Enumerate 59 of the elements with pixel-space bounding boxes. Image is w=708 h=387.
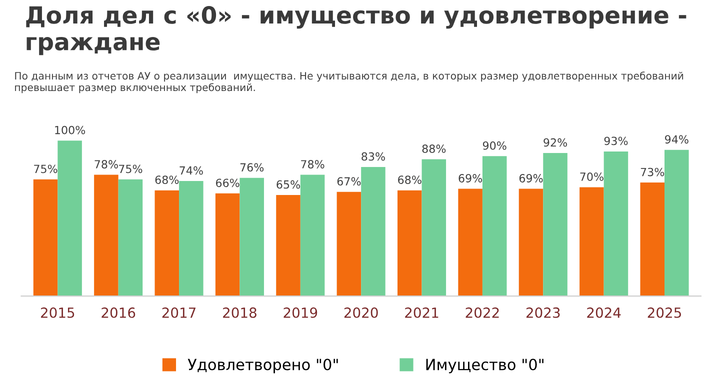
bar [154,190,180,296]
legend-label: Имущество "0" [426,358,544,374]
bar [518,188,544,296]
data-label: 65% [276,180,300,189]
data-label: 74% [180,166,203,175]
bar [33,179,58,296]
data-label: 94% [664,135,688,144]
data-label: 73% [640,168,664,176]
data-label: 69% [458,174,482,182]
bar [604,151,628,296]
data-label: 88% [422,144,446,153]
x-tick-label: 2025 [648,307,681,318]
legend-label: Удовлетворено "0" [188,358,338,374]
bar [276,194,300,296]
data-label: 76% [240,163,264,172]
data-label: 75% [119,164,142,174]
x-tick-label: 2017 [162,307,196,318]
bar [422,159,446,296]
data-label: 69% [519,174,543,182]
bar [543,153,568,296]
x-tick-label: 2016 [102,307,136,318]
x-tick-label: 2024 [587,307,621,318]
x-tick-label: 2023 [526,307,560,318]
data-label: 68% [398,176,422,184]
data-label: 66% [216,178,240,188]
bar [664,150,689,296]
data-label: 67% [337,177,361,186]
bar [580,187,604,296]
bar [361,166,386,296]
chart-title: Доля дел с «0» - имущество и удовлетворение - граждане [26,6,686,56]
data-label: 70% [580,172,604,181]
bar [215,193,240,296]
data-label: 78% [301,160,324,168]
data-label: 100% [55,126,86,134]
data-label: 93% [604,136,628,146]
x-tick-label: 2018 [223,307,256,318]
bar [300,174,325,296]
bar [458,188,482,296]
chart-subtitle: По данным из отчетов АУ о реализации имущества. Не учитываются дела, в которых размер удовлетворенных требований превышает размер включенных требований. [15,72,684,94]
x-tick-label: 2019 [284,307,318,318]
bar [179,180,204,296]
x-tick-label: 2021 [405,307,438,318]
data-label: 78% [94,160,118,168]
data-label: 90% [482,141,506,150]
bar [397,190,422,296]
data-label: 68% [155,176,179,184]
bar [58,140,82,296]
data-label: 83% [362,152,385,161]
x-tick-label: 2022 [466,307,499,318]
data-label: 92% [544,138,568,147]
bar [94,174,118,296]
bar [640,182,665,296]
x-tick-label: 2015 [40,307,74,318]
x-tick-label: 2020 [344,307,378,318]
bar [482,156,507,296]
bar [336,192,362,296]
bar [118,179,143,296]
bar [240,178,264,296]
data-label: 75% [34,164,58,174]
